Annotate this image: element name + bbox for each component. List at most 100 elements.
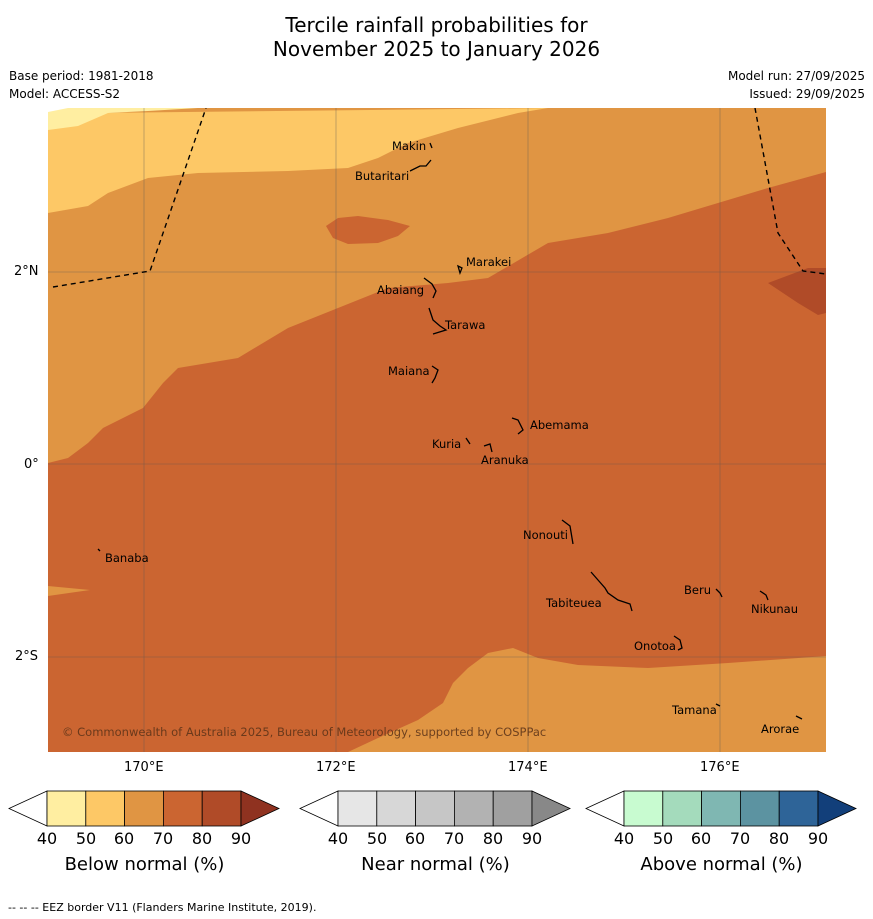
colorbar-below-high-arrow: [240, 790, 280, 827]
colorbar-above-bin-4: [739, 790, 780, 827]
island-nonouti: [561, 519, 574, 545]
colorbar-near-high-arrow: [531, 790, 571, 827]
model-label: Model: ACCESS-S2: [9, 87, 121, 101]
tick-below-60: 60: [113, 829, 135, 848]
rainfall-probability-map: Makin Butaritari Marakei Abaiang Tarawa …: [48, 108, 826, 752]
colorbar-near-bin-1: [337, 790, 378, 827]
tick-below-40: 40: [36, 829, 58, 848]
tick-above-40: 40: [613, 829, 635, 848]
base-period-label: Base period: 1981-2018: [9, 69, 154, 83]
island-onotoa: [673, 635, 683, 651]
colorbar-below-bin-5: [201, 790, 242, 827]
tick-above-80: 80: [768, 829, 790, 848]
colorbar-above-bin-1: [623, 790, 664, 827]
eez-border: [52, 108, 826, 288]
region-below-40: [48, 108, 68, 112]
colorbar-near-bin-4: [453, 790, 494, 827]
colorbar-above-low-arrow: [585, 790, 625, 827]
label-nikunau: Nikunau: [751, 602, 798, 616]
colorbar-below-low-arrow: [8, 790, 48, 827]
island-banaba: [97, 548, 101, 552]
region-80-90: [768, 268, 826, 315]
colorbar-above-high-arrow: [817, 790, 857, 827]
island-arorae: [795, 715, 803, 720]
lon-label-174e: 174°E: [508, 760, 548, 775]
colorbar-near-bin-2: [376, 790, 417, 827]
label-butaritari: Butaritari: [355, 169, 409, 183]
island-abemama: [511, 417, 524, 435]
tick-above-70: 70: [729, 829, 751, 848]
label-onotoa: Onotoa: [634, 639, 676, 653]
tick-near-50: 50: [366, 829, 388, 848]
lon-label-170e: 170°E: [124, 760, 164, 775]
region-60-70-south: [348, 648, 826, 752]
tick-below-70: 70: [152, 829, 174, 848]
label-tamana: Tamana: [671, 703, 717, 717]
label-marakei: Marakei: [466, 255, 511, 269]
island-beru: [715, 588, 723, 598]
island-butaritari: [409, 159, 432, 172]
colorbar-above-bin-5: [778, 790, 819, 827]
label-abaiang: Abaiang: [377, 283, 424, 297]
label-abemama: Abemama: [530, 418, 589, 432]
colorbar-below-bin-3: [124, 790, 164, 827]
colorbar-below-bin-4: [162, 790, 203, 827]
lat-label-2n: 2°N: [14, 264, 39, 279]
island-makin: [429, 142, 433, 149]
island-nikunau: [759, 590, 769, 601]
tick-above-60: 60: [690, 829, 712, 848]
island-tamana: [715, 703, 721, 707]
label-tarawa: Tarawa: [444, 318, 485, 332]
legend-title-near-normal: Near normal (%): [361, 854, 510, 875]
region-40-50: [48, 108, 198, 130]
label-kuria: Kuria: [432, 437, 461, 451]
island-marakei: [456, 264, 463, 276]
colorbar-near-normal: [299, 790, 571, 827]
label-beru: Beru: [684, 583, 711, 597]
island-kuria: [465, 437, 471, 445]
region-60-70-west: [48, 586, 90, 596]
island-abaiang: [423, 277, 437, 299]
legend-title-below-normal: Below normal (%): [64, 854, 225, 875]
lon-label-176e: 176°E: [700, 760, 740, 775]
island-maiana: [431, 365, 439, 384]
model-run-label: Model run: 27/09/2025: [727, 69, 865, 83]
issued-label: Issued: 29/09/2025: [749, 87, 865, 101]
island-aranuka: [483, 443, 493, 453]
tick-below-90: 90: [230, 829, 252, 848]
map-title-line-2: November 2025 to January 2026: [272, 37, 601, 61]
label-makin: Makin: [392, 139, 426, 153]
colorbar-above-normal: [585, 790, 857, 827]
tick-below-80: 80: [191, 829, 213, 848]
tick-near-90: 90: [521, 829, 543, 848]
copyright-notice: © Commonwealth of Australia 2025, Bureau…: [62, 725, 546, 739]
legend-title-above-normal: Above normal (%): [640, 854, 803, 875]
grid-lines: [48, 108, 826, 752]
colorbar-above-bin-2: [662, 790, 703, 827]
label-banaba: Banaba: [105, 551, 149, 565]
colorbar-above-bin-3: [701, 790, 741, 827]
island-tabiteuea: [590, 571, 633, 612]
island-outlines: [97, 142, 803, 720]
label-tabiteuea: Tabiteuea: [545, 596, 602, 610]
colorbar-near-low-arrow: [299, 790, 339, 827]
lat-label-2s: 2°S: [15, 649, 39, 664]
region-60-70-north: [48, 108, 826, 463]
label-aranuka: Aranuka: [481, 453, 529, 467]
lat-label-0: 0°: [24, 457, 39, 472]
tick-above-90: 90: [807, 829, 829, 848]
tick-above-50: 50: [652, 829, 674, 848]
label-nonouti: Nonouti: [523, 528, 568, 542]
region-70-80-blob: [326, 216, 410, 244]
tick-near-60: 60: [404, 829, 426, 848]
island-tarawa: [428, 307, 448, 335]
tick-near-80: 80: [482, 829, 504, 848]
tick-near-70: 70: [443, 829, 465, 848]
colorbar-near-bin-5: [492, 790, 533, 827]
label-maiana: Maiana: [388, 364, 430, 378]
colorbar-below-bin-1: [46, 790, 87, 827]
colorbar-below-bin-2: [85, 790, 126, 827]
lon-label-172e: 172°E: [316, 760, 356, 775]
label-arorae: Arorae: [761, 722, 799, 736]
colorbar-near-bin-3: [415, 790, 455, 827]
